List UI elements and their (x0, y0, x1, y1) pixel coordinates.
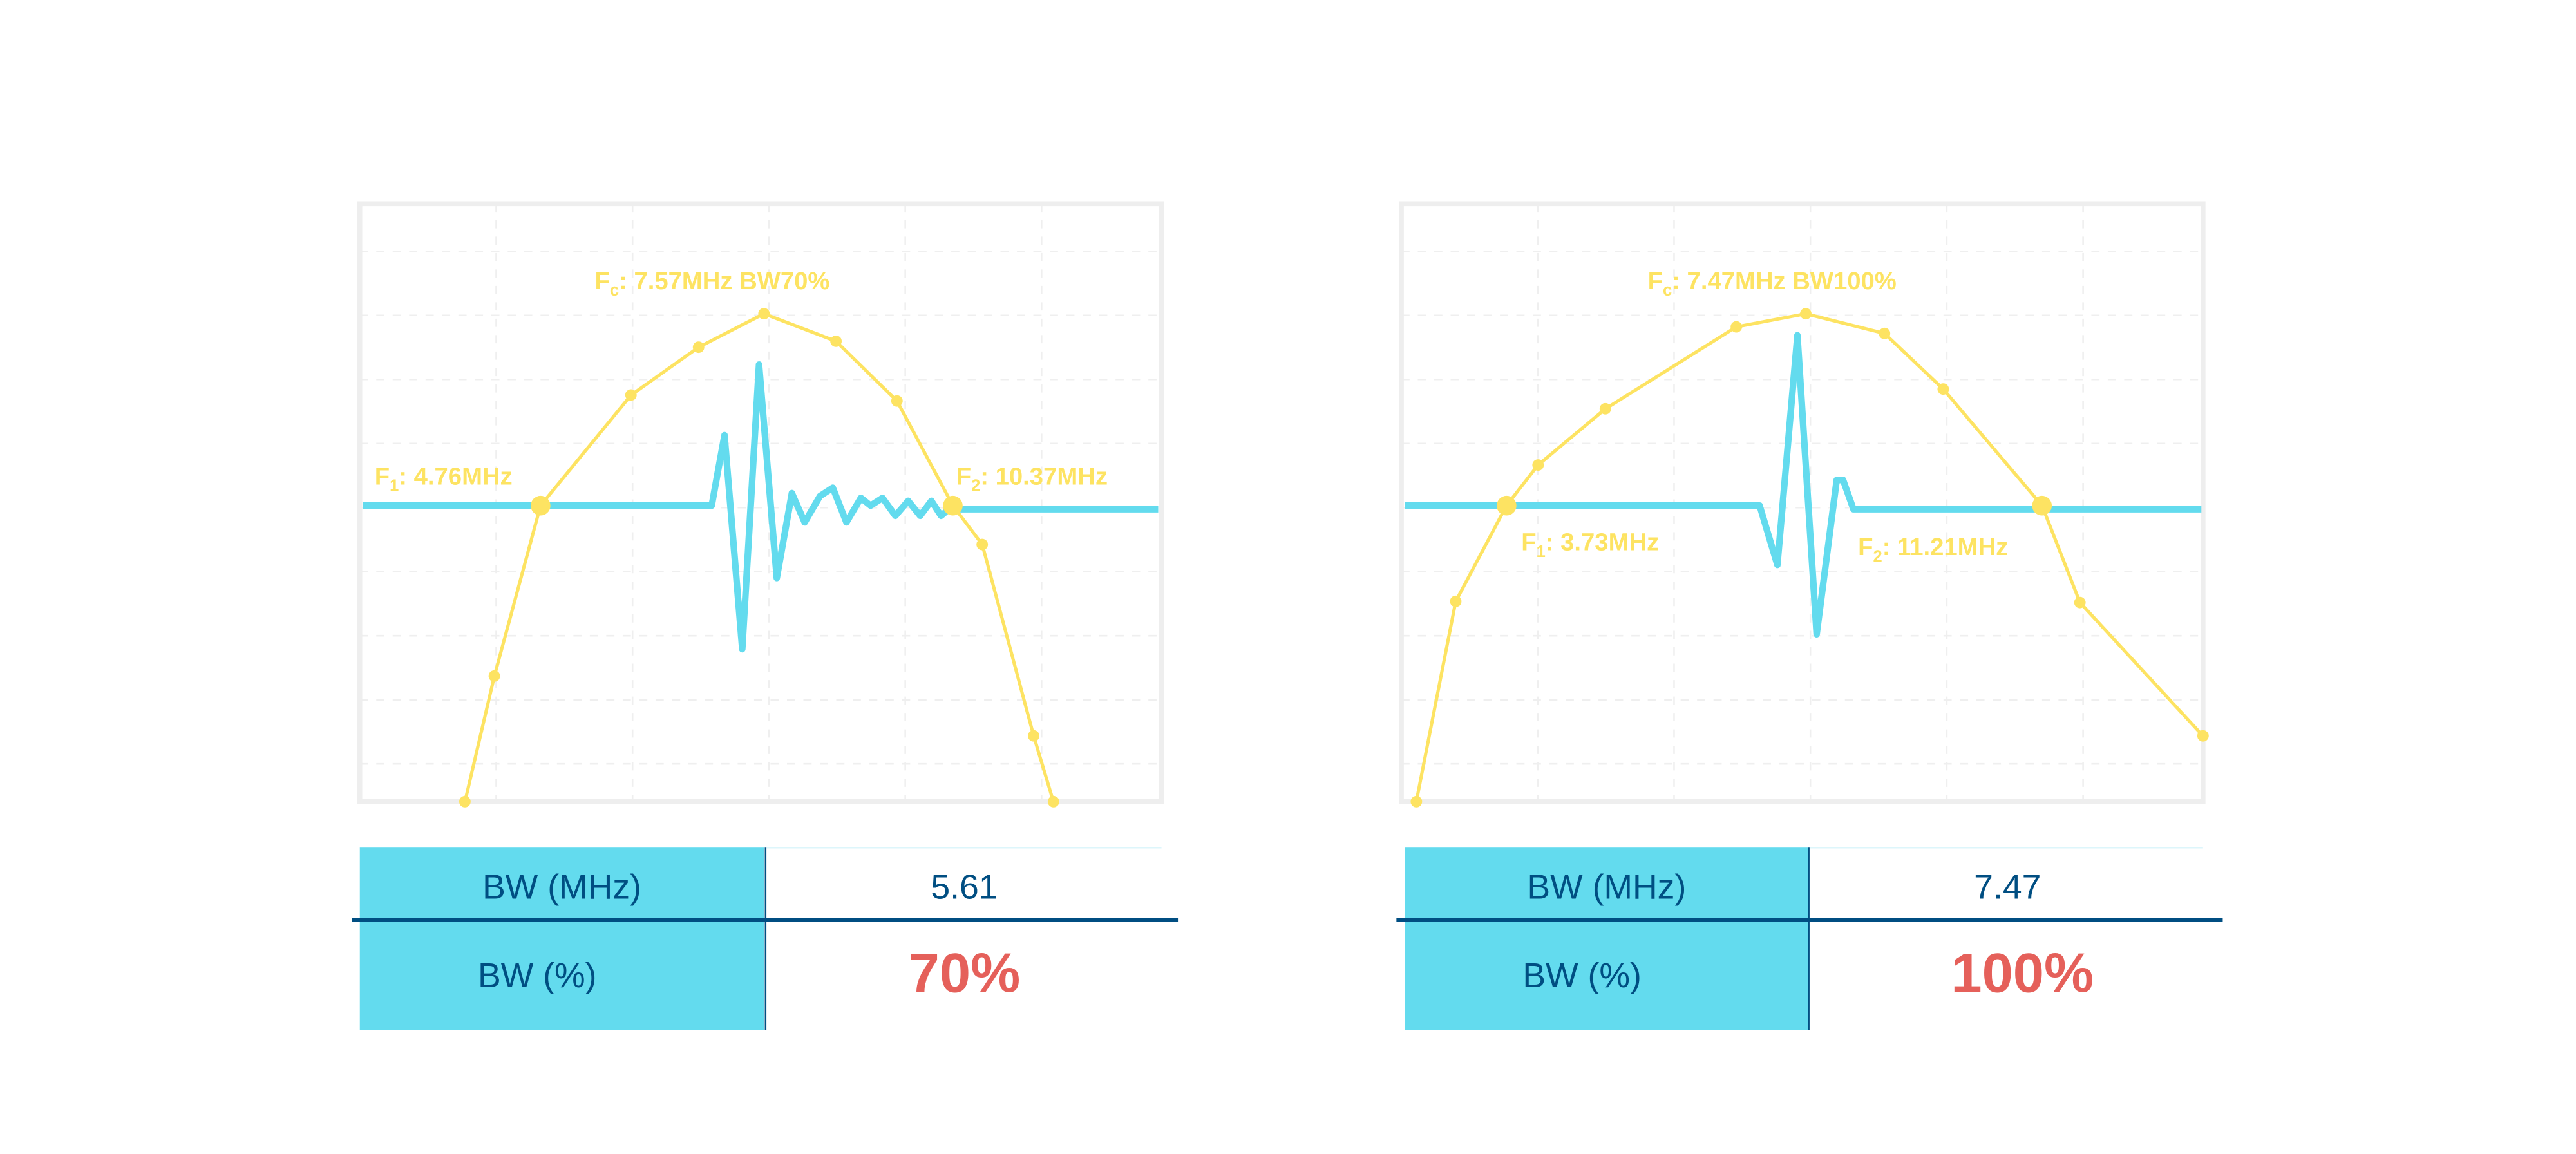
spectrum-chart-70-percent: Fc: 7.57MHz BW70% F1: 4.76MHz F2: 10.37M… (357, 201, 1164, 808)
spectrum-point (1937, 383, 1949, 395)
spectrum-point (758, 308, 770, 320)
spectrum-point (488, 670, 500, 682)
spectrum-point (1599, 402, 1611, 415)
f2-label: F2: 10.37MHz (956, 463, 1108, 495)
spectrum-point (1028, 730, 1039, 742)
value-bw-mhz: 7.47 (1974, 868, 2041, 906)
cutoff-frequency-marker (531, 495, 551, 516)
row-label-bw-mhz: BW (MHz) (1527, 868, 1686, 906)
row-label-bw-percent: BW (%) (1522, 957, 1641, 995)
bandwidth-table-70-percent: BW (MHz) 5.61 BW (%) 70% (351, 846, 1179, 1030)
spectrum-point (976, 538, 989, 551)
header-cell-bw-mhz (359, 847, 764, 1030)
value-bw-mhz: 5.61 (931, 868, 998, 906)
value-bw-percent: 100% (1951, 942, 2094, 1005)
spectrum-point (1730, 321, 1743, 333)
center-frequency-label: Fc: 7.47MHz BW100% (1648, 267, 1897, 299)
spectrum-point (1879, 327, 1891, 339)
f1-label: F1: 3.73MHz (1521, 529, 1659, 561)
spectrum-line (463, 312, 1056, 802)
plot-frame (1399, 201, 2206, 804)
spectrum-point (1800, 308, 1812, 320)
cutoff-frequency-marker (1497, 495, 1517, 516)
waveform-line (1405, 332, 2202, 638)
spectrum-point (1532, 459, 1544, 471)
row-label-bw-mhz: BW (MHz) (482, 868, 641, 906)
spectrum-point (2197, 730, 2209, 742)
cutoff-frequency-marker (943, 495, 963, 516)
spectrum-point (830, 335, 842, 347)
spectrum-points (459, 308, 1059, 808)
spectrum-point (2074, 596, 2086, 609)
spectrum-point (692, 341, 705, 354)
f2-label: F2: 11.21MHz (1858, 533, 2008, 565)
plot-frame (357, 201, 1164, 804)
f1-label: F1: 4.76MHz (375, 463, 513, 495)
spectrum-line (1414, 312, 2204, 802)
spectrum-point (891, 395, 903, 407)
spectrum-point (1410, 795, 1423, 808)
header-cell-bw-mhz (1405, 847, 1809, 1030)
spectrum-points (1410, 308, 2209, 808)
spectrum-point (1450, 595, 1462, 607)
spectrum-point (625, 389, 637, 401)
spectrum-chart-100-percent: Fc: 7.47MHz BW100% F1: 3.73MHz F2: 11.21… (1399, 201, 2209, 808)
value-bw-percent: 70% (909, 942, 1021, 1005)
cutoff-frequency-marker (2032, 495, 2052, 516)
spectrum-point (1047, 795, 1059, 808)
bandwidth-table-100-percent: BW (MHz) 7.47 BW (%) 100% (1396, 846, 2223, 1030)
waveform-line (363, 361, 1159, 653)
center-frequency-label: Fc: 7.57MHz BW70% (595, 267, 830, 299)
spectrum-point (459, 795, 471, 808)
row-label-bw-percent: BW (%) (478, 957, 596, 995)
